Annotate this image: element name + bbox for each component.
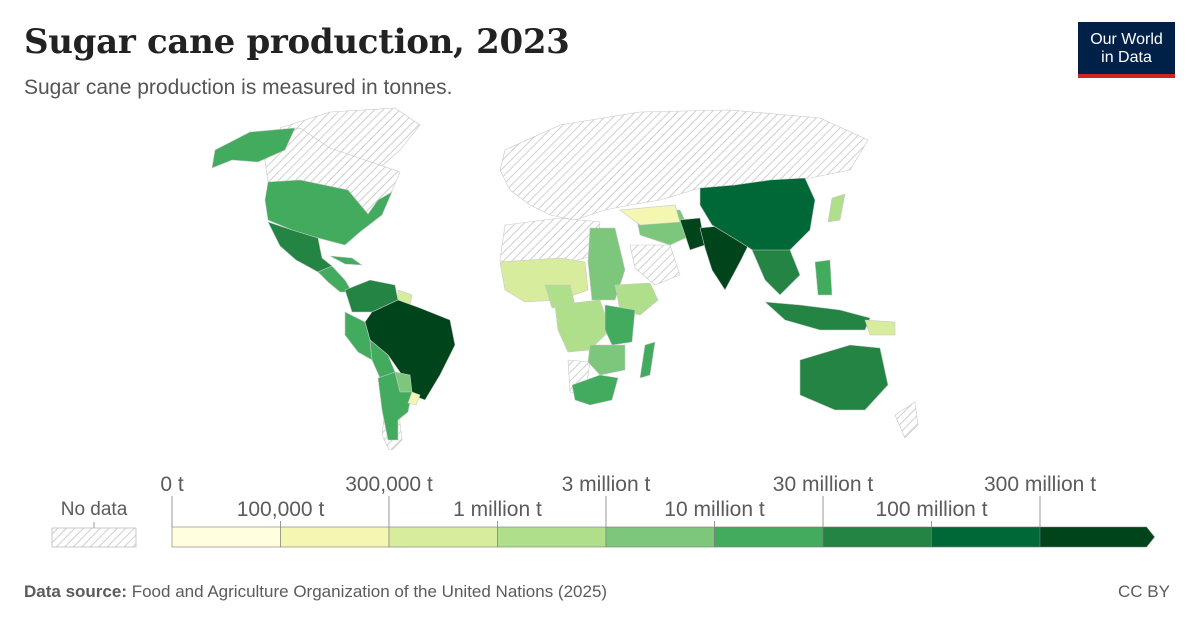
legend-labels-upper: 0 t 300,000 t 3 million t 30 million t 300 m… xyxy=(160,473,1096,496)
png xyxy=(864,319,896,336)
legend-bin[interactable] xyxy=(931,526,1041,548)
data-source: Data source: Food and Agriculture Organi… xyxy=(24,582,607,602)
legend-bin[interactable] xyxy=(280,526,390,548)
east-africa xyxy=(604,304,636,346)
legend-bins xyxy=(171,526,1155,548)
legend-ticks xyxy=(171,496,1041,527)
logo-line-1: Our World xyxy=(1090,31,1163,48)
data-source-text[interactable]: Food and Agriculture Organization of the… xyxy=(131,582,608,601)
southeast-asia xyxy=(751,249,801,296)
legend-bin[interactable] xyxy=(1039,526,1155,548)
owid-logo[interactable]: Our World in Data xyxy=(1078,22,1175,78)
west-africa xyxy=(499,257,589,303)
legend-bin[interactable] xyxy=(822,526,932,548)
southern-africa-mid xyxy=(587,344,626,376)
legend-label-lower: 100,000 t xyxy=(237,498,325,521)
japan xyxy=(827,193,846,223)
nz-nodata xyxy=(894,401,919,439)
legend-bin[interactable] xyxy=(497,526,607,548)
ethiopia xyxy=(614,282,659,316)
logo-line-2: in Data xyxy=(1101,49,1152,66)
uruguay xyxy=(407,391,421,406)
cuba xyxy=(329,255,364,266)
chart-title: Sugar cane production, 2023 xyxy=(24,22,570,62)
argentina xyxy=(377,371,413,441)
indonesia xyxy=(764,301,871,331)
legend-label-lower: 1 million t xyxy=(453,498,542,521)
legend-label-upper: 300 million t xyxy=(984,473,1096,496)
madagascar xyxy=(639,341,656,379)
chart-subtitle: Sugar cane production is measured in ton… xyxy=(24,76,453,99)
world-map[interactable] xyxy=(190,100,940,450)
usa xyxy=(264,179,393,246)
legend-label-upper: 3 million t xyxy=(562,473,651,496)
central-asia xyxy=(619,204,681,226)
legend-bin[interactable] xyxy=(605,526,715,548)
egypt-sudan xyxy=(587,227,626,301)
color-legend[interactable]: No data 0 t 300,000 t 3 million t 30 millio… xyxy=(0,460,1200,560)
central-africa xyxy=(554,299,611,353)
philippines xyxy=(814,259,833,296)
license[interactable]: CC BY xyxy=(1118,582,1170,601)
alaska xyxy=(211,127,296,169)
legend-label-lower: 100 million t xyxy=(875,498,987,521)
legend-label-upper: 300,000 t xyxy=(345,473,433,496)
legend-no-data-label: No data xyxy=(61,499,128,520)
saudi-nodata xyxy=(629,244,681,286)
legend-bin[interactable] xyxy=(171,526,281,548)
china xyxy=(699,177,816,256)
legend-bin[interactable] xyxy=(714,526,824,548)
legend-label-upper: 30 million t xyxy=(773,473,874,496)
data-source-label: Data source: xyxy=(24,582,127,601)
legend-no-data-swatch xyxy=(51,527,137,548)
australia xyxy=(799,344,889,411)
legend-bin[interactable] xyxy=(388,526,498,548)
legend-labels-lower: 100,000 t 1 million t 10 million t 100 mill… xyxy=(237,498,988,521)
legend-label-lower: 10 million t xyxy=(664,498,765,521)
legend-label-upper: 0 t xyxy=(160,473,184,496)
central-america xyxy=(317,265,353,293)
south-africa xyxy=(571,374,619,406)
